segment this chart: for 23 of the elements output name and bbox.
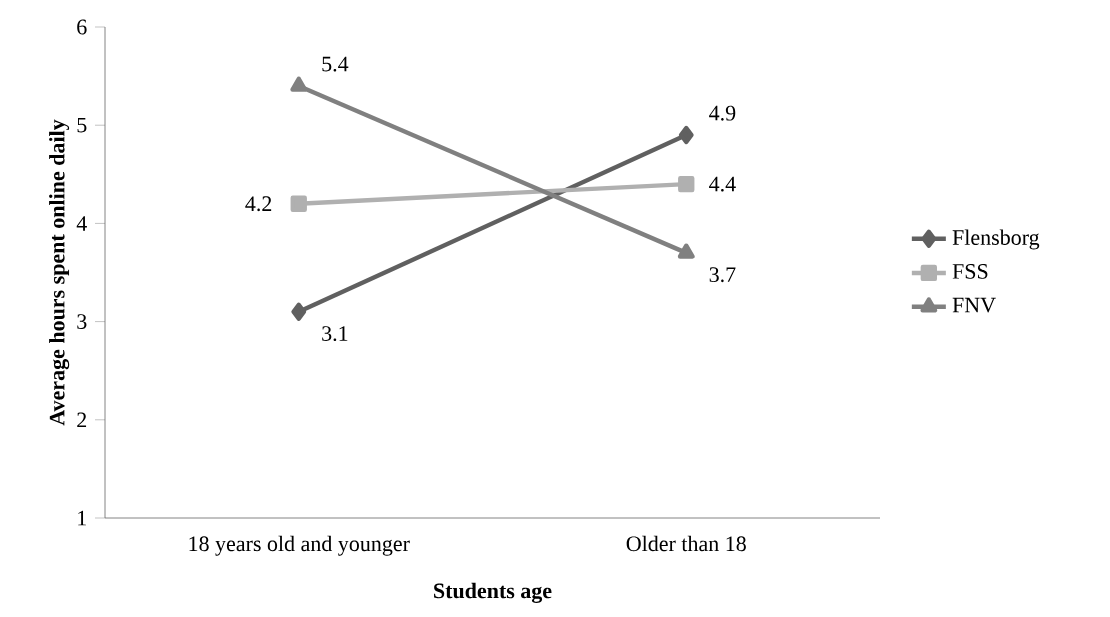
x-axis-title: Students age: [434, 582, 552, 603]
y-tick-label: 1: [78, 510, 86, 526]
y-axis-title: Average hours spent online daily: [49, 119, 70, 426]
data-label: 4.4: [709, 176, 736, 192]
x-tick-label: 18 years old and younger: [189, 535, 410, 556]
point: [291, 302, 307, 321]
y-tick-label: 3: [77, 314, 87, 329]
data-label: 3.1: [322, 326, 348, 342]
y-tick-label: 5: [77, 117, 87, 133]
point: [290, 195, 307, 212]
data-label: 4.2: [245, 196, 272, 212]
point: [678, 125, 694, 145]
y-tick-label: 6: [77, 19, 87, 35]
y-tick-label: 2: [77, 412, 87, 428]
legend-label: FSS: [952, 264, 988, 279]
x-tick-label: Older than 18: [626, 535, 746, 552]
y-tick-label: 4: [76, 216, 87, 231]
legend-label: Flensborg: [952, 229, 1040, 250]
data-label: 4.9: [709, 105, 736, 121]
legend-label: FNV: [952, 297, 996, 313]
data-label: 5.4: [322, 56, 349, 72]
data-label: 3.7: [709, 267, 736, 283]
point: [678, 175, 695, 193]
